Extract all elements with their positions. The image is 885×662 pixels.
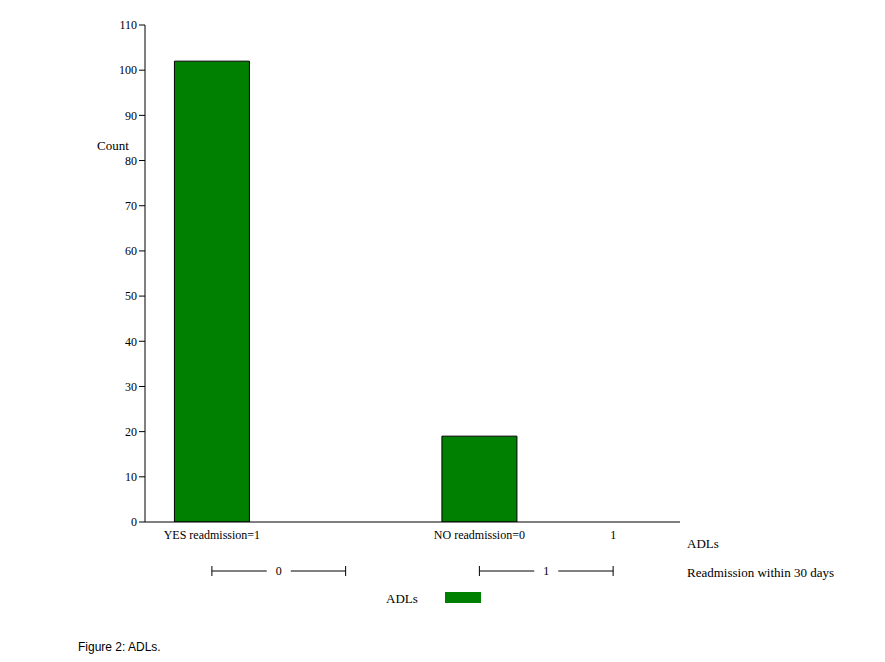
svg-text:0: 0 [276, 564, 282, 578]
svg-text:60: 60 [125, 244, 137, 258]
svg-text:ADLs: ADLs [386, 591, 418, 606]
svg-text:1: 1 [543, 564, 549, 578]
svg-text:110: 110 [119, 18, 137, 32]
svg-text:50: 50 [125, 289, 137, 303]
html-text:Figure 2: ADLs.: Figure 2: ADLs. [78, 640, 161, 654]
svg-text:20: 20 [125, 425, 137, 439]
html-text:Readmission within 30 days: Readmission within 30 days [687, 565, 834, 580]
html-text:ADLs: ADLs [687, 536, 719, 551]
svg-text:30: 30 [125, 380, 137, 394]
svg-text:70: 70 [125, 199, 137, 213]
svg-text:NO readmission=0: NO readmission=0 [434, 528, 525, 542]
html-text:Count: Count [97, 138, 129, 153]
svg-text:80: 80 [125, 154, 137, 168]
svg-text:40: 40 [125, 335, 137, 349]
svg-text:YES readmission=1: YES readmission=1 [164, 528, 260, 542]
svg-text:1: 1 [610, 528, 616, 542]
svg-text:10: 10 [125, 470, 137, 484]
svg-text:90: 90 [125, 109, 137, 123]
svg-text:100: 100 [119, 63, 137, 77]
svg-text:0: 0 [131, 515, 137, 529]
